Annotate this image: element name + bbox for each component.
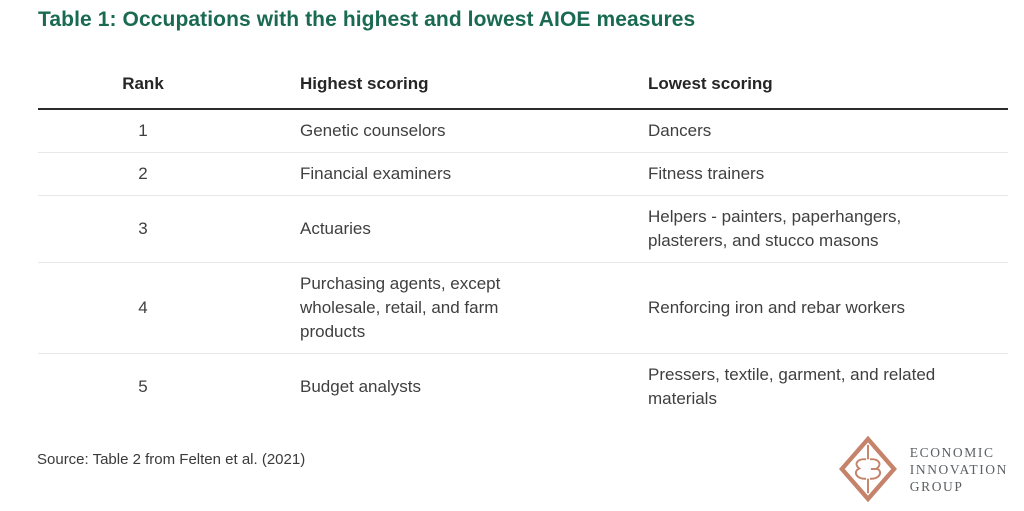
- cell-rank: 5: [138, 377, 148, 396]
- cell-lowest: Renforcing iron and rebar workers: [648, 298, 906, 317]
- eig-wordmark-line: ECONOMIC: [909, 444, 995, 460]
- cell-lowest: Helpers - painters, paperhangers, plaste…: [648, 207, 902, 250]
- cell-highest: Budget analysts: [300, 377, 421, 396]
- cell-rank: 2: [138, 164, 148, 183]
- table-header-row: Rank Highest scoring Lowest scoring: [38, 62, 1008, 110]
- table-row: 4 Purchasing agents, except wholesale, r…: [38, 263, 1008, 354]
- page-title: Table 1: Occupations with the highest an…: [38, 8, 696, 31]
- aioe-table: Rank Highest scoring Lowest scoring 1 Ge…: [38, 62, 1008, 420]
- cell-lowest: Dancers: [648, 121, 712, 140]
- eig-logo: ECONOMIC INNOVATION GROUP: [838, 436, 1008, 502]
- cell-highest: Purchasing agents, except wholesale, ret…: [300, 274, 501, 341]
- eig-wordmark: ECONOMIC INNOVATION GROUP: [910, 444, 1008, 495]
- cell-lowest: Fitness trainers: [648, 164, 765, 183]
- cell-highest: Genetic counselors: [300, 121, 446, 140]
- table-row: 2 Financial examiners Fitness trainers: [38, 153, 1008, 196]
- column-header-rank: Rank: [122, 74, 164, 93]
- cell-lowest: Pressers, textile, garment, and related …: [648, 365, 936, 408]
- table-row: 1 Genetic counselors Dancers: [38, 110, 1008, 153]
- table-row: 3 Actuaries Helpers - painters, paperhan…: [38, 196, 1008, 263]
- source-note: Source: Table 2 from Felten et al. (2021…: [37, 451, 306, 468]
- cell-rank: 1: [138, 121, 148, 140]
- cell-highest: Actuaries: [300, 219, 371, 238]
- column-header-lowest: Lowest scoring: [648, 74, 773, 93]
- cell-rank: 3: [138, 219, 148, 238]
- cell-rank: 4: [138, 298, 148, 317]
- eig-wordmark-line: INNOVATION: [909, 461, 1008, 477]
- cell-highest: Financial examiners: [300, 164, 452, 183]
- eig-wordmark-line: GROUP: [909, 478, 964, 494]
- column-header-highest: Highest scoring: [300, 74, 429, 93]
- table-row: 5 Budget analysts Pressers, textile, gar…: [38, 354, 1008, 420]
- eig-diamond-logo-icon: [838, 436, 897, 502]
